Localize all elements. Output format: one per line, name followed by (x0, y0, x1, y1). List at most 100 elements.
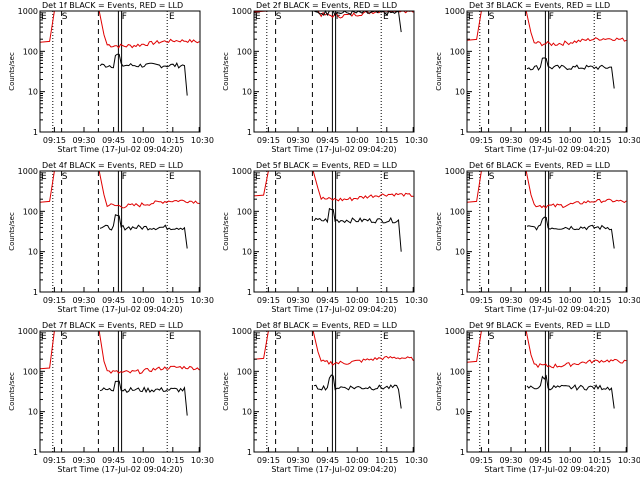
y-tick-label: 1 (460, 128, 465, 137)
series-line-lld (253, 170, 414, 202)
x-tick-label: 10:00 (132, 136, 155, 145)
x-tick-label: 10:00 (346, 296, 369, 305)
series-line-events (99, 214, 188, 249)
chart-title: Det 2f BLACK = Events, RED = LLD (256, 1, 397, 10)
plot-frame (253, 10, 415, 133)
y-tick-label: 10 (242, 88, 252, 97)
series-line-events (526, 57, 615, 89)
x-tick-label: 09:15 (470, 296, 493, 305)
x-tick-label: 09:45 (316, 296, 339, 305)
x-tick-label: 10:30 (618, 296, 640, 305)
marker-label: S (489, 12, 495, 22)
y-tick-label: 1000 (232, 167, 252, 176)
marker-label: F (122, 12, 127, 22)
x-tick-label: 10:30 (191, 136, 214, 145)
marker-label: S (276, 332, 282, 342)
marker-label: S (489, 172, 495, 182)
x-tick-label: 09:30 (72, 456, 95, 465)
x-axis-label: Start Time (17-Jul-02 09:04:20) (484, 305, 609, 314)
y-axis-label: Counts/sec (8, 372, 16, 411)
marker-label: E (468, 12, 474, 22)
plot-frame (466, 330, 628, 453)
x-axis-label: Start Time (17-Jul-02 09:04:20) (271, 465, 396, 474)
marker-label: E (41, 172, 47, 182)
x-axis-label: Start Time (17-Jul-02 09:04:20) (57, 465, 182, 474)
x-tick-label: 10:30 (618, 456, 640, 465)
chart-title: Det 4f BLACK = Events, RED = LLD (42, 161, 183, 170)
x-tick-label: 10:15 (161, 136, 184, 145)
series-line-events (526, 374, 615, 409)
y-axis-label: Counts/sec (222, 52, 230, 91)
marker-label: S (62, 172, 68, 182)
chart-title: Det 1f BLACK = Events, RED = LLD (42, 1, 183, 10)
y-tick-label: 1000 (232, 327, 252, 336)
x-tick-label: 09:45 (529, 296, 552, 305)
marker-label: E (255, 172, 261, 182)
y-tick-label: 100 (450, 367, 465, 376)
y-tick-label: 100 (237, 47, 252, 56)
plot-frame (39, 330, 201, 453)
marker-label: S (62, 332, 68, 342)
marker-label: S (276, 12, 282, 22)
marker-label: E (596, 172, 602, 182)
y-tick-label: 10 (242, 248, 252, 257)
x-tick-label: 10:15 (375, 296, 398, 305)
x-tick-label: 10:15 (588, 456, 611, 465)
plot-frame (253, 330, 415, 453)
chart-title: Det 7f BLACK = Events, RED = LLD (42, 321, 183, 330)
y-tick-label: 10 (455, 248, 465, 257)
marker-label: F (549, 172, 554, 182)
x-tick-label: 09:45 (102, 456, 125, 465)
marker-label: E (41, 12, 47, 22)
chart-panel: Det 8f BLACK = Events, RED = LLD E S F E 1 10 1… (222, 321, 428, 474)
x-tick-label: 09:30 (286, 296, 309, 305)
x-tick-label: 09:45 (529, 456, 552, 465)
x-tick-label: 10:30 (405, 136, 428, 145)
marker-label: F (549, 332, 554, 342)
chart-title: Det 9f BLACK = Events, RED = LLD (469, 321, 610, 330)
series-line-events (313, 9, 402, 33)
x-tick-label: 09:15 (43, 456, 66, 465)
chart-panel: Det 1f BLACK = Events, RED = LLD E S F E 1 10 1… (8, 1, 214, 154)
series-line-lld (466, 170, 627, 209)
x-axis-label: Start Time (17-Jul-02 09:04:20) (484, 465, 609, 474)
marker-label: E (169, 172, 175, 182)
series-line-events (99, 53, 188, 96)
y-tick-label: 10 (455, 88, 465, 97)
chart-title: Det 5f BLACK = Events, RED = LLD (256, 161, 397, 170)
x-tick-label: 09:30 (499, 136, 522, 145)
marker-label: E (468, 172, 474, 182)
marker-label: F (336, 172, 341, 182)
chart-panel: Det 7f BLACK = Events, RED = LLD E S F E 1 10 1… (8, 321, 214, 474)
plot-frame (466, 170, 628, 293)
marker-label: E (255, 12, 261, 22)
x-tick-label: 10:15 (588, 136, 611, 145)
marker-label: F (122, 332, 127, 342)
x-tick-label: 09:30 (72, 136, 95, 145)
y-tick-label: 100 (450, 207, 465, 216)
y-tick-label: 1 (33, 128, 38, 137)
x-axis-label: Start Time (17-Jul-02 09:04:20) (484, 145, 609, 154)
x-tick-label: 10:00 (346, 456, 369, 465)
y-tick-label: 10 (28, 408, 38, 417)
y-tick-label: 1000 (18, 7, 38, 16)
marker-label: E (596, 332, 602, 342)
series-line-events (526, 216, 615, 249)
x-tick-label: 09:15 (257, 296, 280, 305)
chart-panel: Det 5f BLACK = Events, RED = LLD E S F E 1 10 1… (222, 161, 428, 314)
chart-title: Det 8f BLACK = Events, RED = LLD (256, 321, 397, 330)
x-tick-label: 10:00 (132, 456, 155, 465)
x-tick-label: 09:45 (529, 136, 552, 145)
plot-frame (39, 170, 201, 293)
y-tick-label: 1 (33, 448, 38, 457)
y-tick-label: 10 (28, 248, 38, 257)
marker-label: E (169, 332, 175, 342)
y-tick-label: 10 (242, 408, 252, 417)
y-tick-label: 1 (33, 288, 38, 297)
x-tick-label: 10:30 (405, 296, 428, 305)
x-tick-label: 09:15 (470, 456, 493, 465)
x-tick-label: 10:30 (191, 456, 214, 465)
x-tick-label: 09:15 (257, 456, 280, 465)
marker-label: F (336, 332, 341, 342)
plot-frame (466, 10, 628, 133)
